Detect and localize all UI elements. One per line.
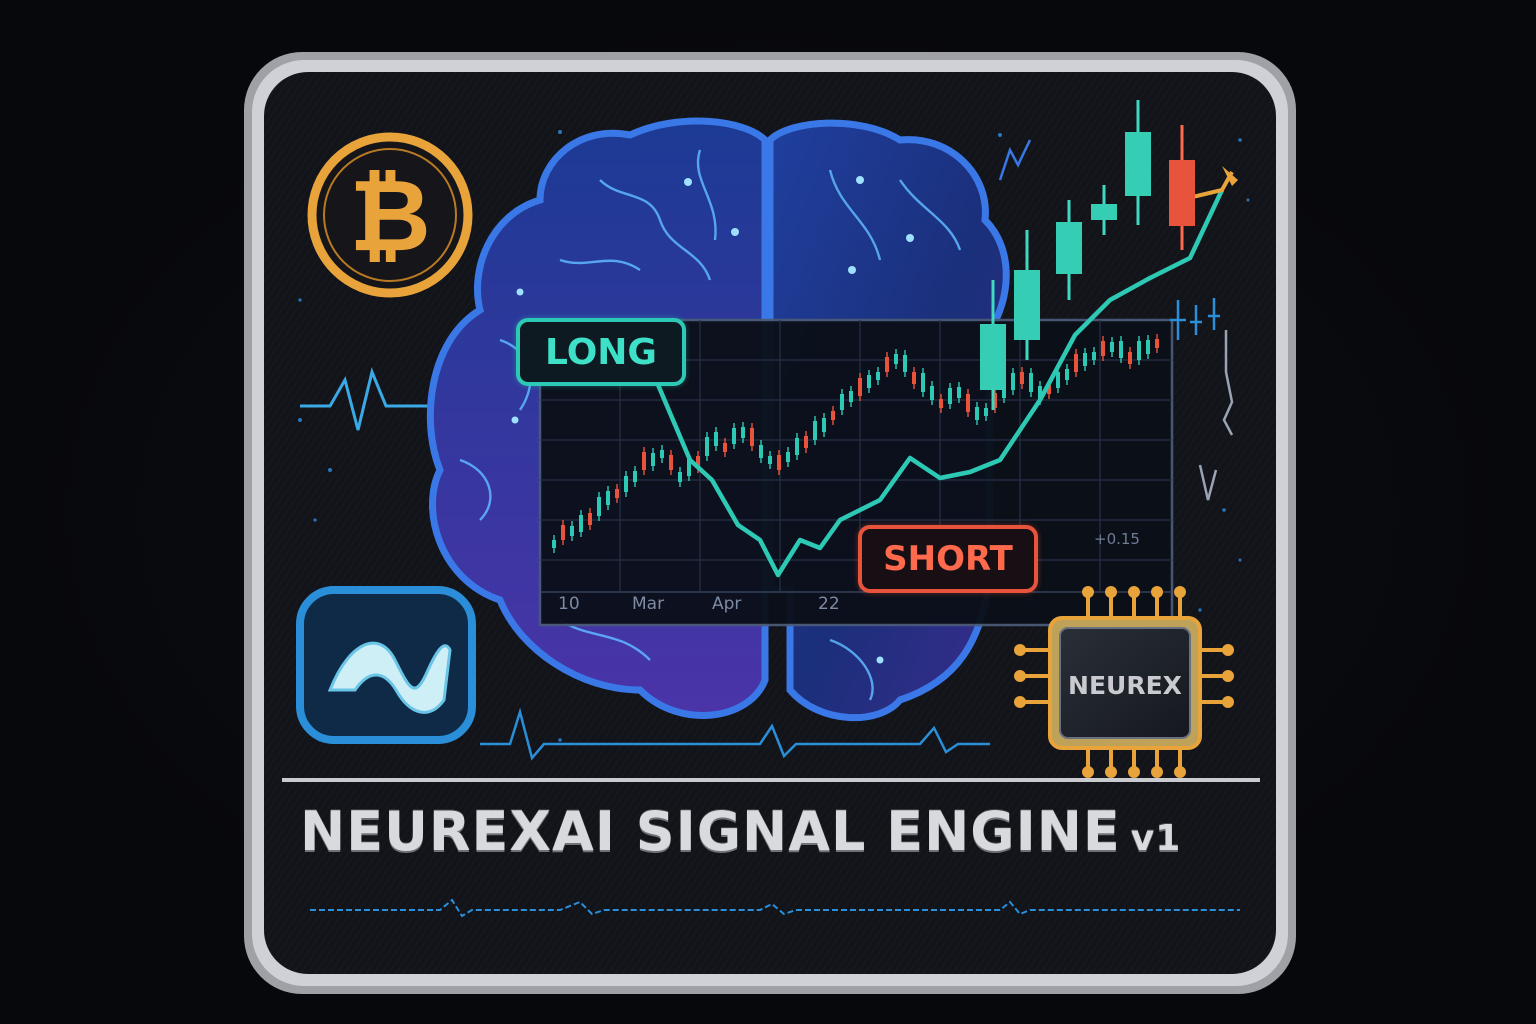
candle-body — [642, 452, 646, 470]
candle-body — [597, 497, 601, 516]
candle-body — [561, 525, 565, 540]
chart-value-readout: +0.15 — [1094, 530, 1140, 548]
candle-body — [966, 394, 970, 412]
candle-body — [633, 471, 637, 482]
heartbeat-left — [300, 367, 430, 431]
candle-body — [885, 357, 889, 372]
x-tick-label: Mar — [632, 594, 665, 614]
patch-title: NEUREXAI SIGNAL ENGINE v1 — [300, 800, 1260, 880]
candle-body — [1065, 369, 1069, 380]
candle-body — [822, 418, 826, 432]
candle-body — [687, 459, 691, 476]
right-side-ticks — [1170, 298, 1220, 340]
candle-body — [948, 388, 952, 404]
svg-text:₿: ₿ — [349, 157, 431, 274]
candle-body — [1137, 341, 1141, 360]
candle-body — [1029, 373, 1033, 392]
candle-body — [696, 456, 700, 468]
short-signal-badge: SHORT — [858, 525, 1038, 593]
bitcoin-icon: ₿ — [307, 132, 473, 298]
candle-body — [606, 491, 610, 505]
candle-body — [1047, 385, 1051, 394]
candle-body — [930, 386, 934, 400]
long-signal-badge: LONG — [516, 318, 686, 386]
candle-body — [1128, 352, 1132, 364]
candle-body — [732, 428, 736, 444]
spark-top — [998, 139, 1032, 181]
candle-body — [984, 408, 988, 416]
patch-title-text: NEUREXAI SIGNAL ENGINE — [300, 800, 1121, 863]
x-tick-label: Apr — [712, 594, 742, 614]
candle-body — [840, 394, 844, 410]
candle-body — [813, 421, 817, 440]
signal-trend-line — [653, 189, 1225, 578]
candle-body — [624, 476, 628, 492]
candle-body — [1155, 339, 1159, 348]
candle-body — [570, 526, 574, 536]
candle-body — [804, 436, 808, 448]
candle-body — [894, 354, 898, 364]
microchip-icon — [1014, 586, 1234, 778]
candle-body — [993, 393, 997, 408]
candle-body — [1110, 342, 1114, 352]
candle-body — [1020, 372, 1024, 384]
candle-body — [849, 391, 853, 402]
candle-body — [867, 375, 871, 388]
candle-body — [1011, 373, 1015, 390]
chip-label: NEUREX — [1068, 670, 1182, 700]
wave-icon — [296, 586, 476, 744]
candle-body — [705, 437, 709, 456]
candle-body — [750, 428, 754, 446]
candle-body — [858, 378, 862, 396]
candle-body — [678, 472, 682, 482]
candle-body — [975, 407, 979, 420]
candle-body — [876, 372, 880, 380]
footer-wave — [310, 898, 1240, 918]
trend-arrowhead — [1222, 166, 1238, 186]
candle-body — [1119, 341, 1123, 358]
heartbeat-bottom — [480, 707, 990, 761]
candle-body — [669, 455, 673, 470]
candle-body — [903, 355, 907, 372]
x-tick-label: 22 — [818, 594, 840, 614]
candle-body — [957, 387, 961, 398]
candle-body — [1101, 341, 1105, 356]
candle-body — [1056, 372, 1060, 388]
candle-body — [786, 452, 790, 462]
candle-body — [1083, 353, 1087, 366]
candle-body — [723, 443, 727, 452]
candle-body — [777, 455, 781, 470]
candle-body — [831, 411, 835, 420]
candle-body — [759, 445, 763, 458]
candle-body — [1092, 352, 1096, 360]
big-candles — [980, 100, 1195, 410]
candle-body — [912, 372, 916, 384]
patch-version: v1 — [1130, 818, 1182, 859]
candle-body — [660, 450, 664, 458]
candle-body — [939, 399, 943, 408]
candle-body — [795, 438, 799, 455]
candle-body — [579, 515, 583, 532]
candle-body — [741, 427, 745, 438]
candlestick-series — [552, 334, 1159, 553]
candle-body — [1002, 388, 1006, 398]
candle-body — [921, 373, 925, 392]
candle-body — [615, 489, 619, 498]
spark-right — [1222, 330, 1234, 436]
candle-body — [1038, 386, 1042, 400]
candle-body — [651, 453, 655, 466]
candle-body — [588, 513, 592, 525]
candle-body — [768, 456, 772, 464]
x-tick-label: 10 — [558, 594, 580, 614]
spark-right-v — [1198, 464, 1218, 501]
candle-body — [714, 432, 718, 446]
candle-body — [552, 540, 556, 548]
candle-body — [1074, 354, 1078, 372]
candle-body — [1146, 340, 1150, 354]
